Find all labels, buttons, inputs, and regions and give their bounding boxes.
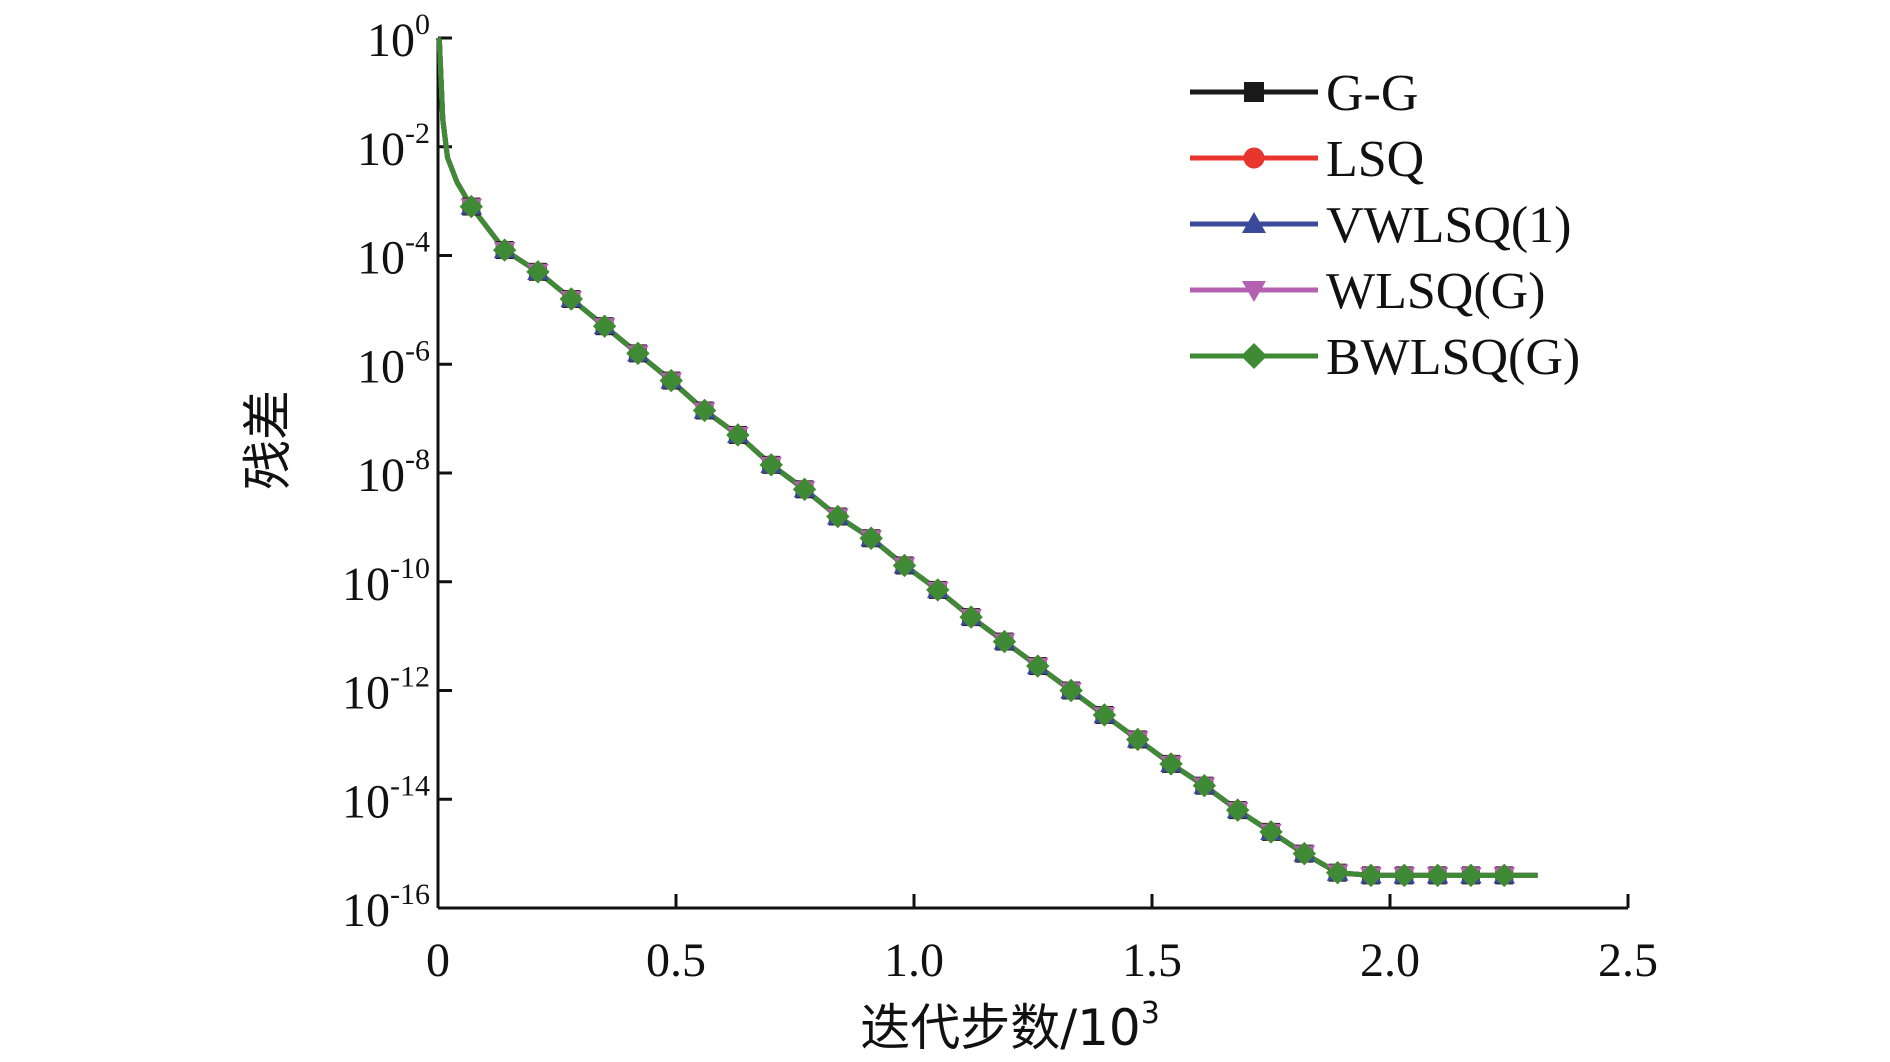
y-tick-label: 10-4	[357, 226, 430, 285]
y-axis-title: 残差	[239, 390, 297, 490]
y-tick-label: 10-14	[342, 769, 430, 828]
y-tick-base: 10	[342, 775, 390, 828]
legend-item-wlsq-g: WLSQ(G)	[1190, 263, 1546, 320]
y-tick-label: 10-8	[357, 443, 430, 502]
data-point-bwlsq-g	[1392, 863, 1416, 888]
y-tick-base: 10	[342, 884, 390, 937]
data-point-bwlsq-g	[1159, 752, 1183, 776]
y-tick-exponent: 0	[415, 8, 430, 41]
x-ticks: 0 0.5 1.0 1.5 2.0 2.5	[426, 894, 1658, 987]
data-point-bwlsq-g	[926, 578, 950, 602]
x-tick-label: 2.5	[1598, 934, 1658, 987]
x-tick-label: 0.5	[646, 934, 706, 987]
x-tick-label: 1.5	[1122, 934, 1182, 987]
y-tick-base: 10	[342, 667, 390, 720]
legend-swatch-marker	[1242, 212, 1266, 233]
y-tick-base: 10	[357, 340, 405, 393]
y-tick-exponent: -10	[390, 552, 430, 585]
y-tick-base: 10	[357, 449, 405, 502]
x-tick-label: 1.0	[884, 934, 944, 987]
legend: G-G LSQ VWLSQ(1) WLSQ(G) BWLSQ(G)	[1190, 65, 1580, 386]
data-point-bwlsq-g	[826, 504, 850, 529]
data-point-bwlsq-g	[792, 477, 817, 502]
legend-label: VWLSQ(1)	[1326, 197, 1572, 254]
y-tick-exponent: -6	[405, 334, 430, 367]
y-tick-label: 10-10	[342, 552, 430, 611]
y-tick-base: 10	[357, 232, 405, 285]
legend-label: WLSQ(G)	[1326, 263, 1546, 320]
y-tick-exponent: -14	[390, 769, 430, 802]
y-tick-label: 10-6	[357, 334, 430, 393]
series-markers	[459, 194, 1516, 888]
data-point-bwlsq-g	[592, 314, 617, 338]
data-point-bwlsq-g	[1492, 863, 1516, 888]
data-point-bwlsq-g	[1359, 863, 1383, 888]
data-point-bwlsq-g	[726, 423, 750, 447]
data-point-bwlsq-g	[959, 605, 983, 629]
data-point-bwlsq-g	[559, 287, 583, 311]
data-point-bwlsq-g	[1225, 798, 1250, 822]
data-point-bwlsq-g	[1325, 860, 1350, 885]
y-tick-base: 10	[367, 14, 415, 67]
data-point-bwlsq-g	[1425, 863, 1450, 888]
y-tick-label: 100	[367, 8, 430, 67]
legend-item-bwlsq-g: BWLSQ(G)	[1190, 329, 1580, 386]
x-axis-title: 迭代步数/103	[860, 996, 1160, 1057]
data-point-bwlsq-g	[1259, 820, 1283, 844]
legend-swatch-marker	[1243, 147, 1265, 169]
y-tick-exponent: -2	[405, 117, 430, 150]
data-point-bwlsq-g	[659, 368, 683, 393]
legend-swatch-marker	[1241, 343, 1267, 369]
x-axis-title-superscript: 3	[1141, 996, 1160, 1031]
legend-swatch-marker	[1244, 82, 1264, 102]
data-point-bwlsq-g	[492, 238, 517, 262]
y-tick-exponent: -12	[390, 661, 430, 694]
data-point-bwlsq-g	[892, 553, 917, 578]
x-tick-label: 2.0	[1360, 934, 1420, 987]
data-point-bwlsq-g	[759, 453, 783, 477]
data-point-bwlsq-g	[526, 260, 550, 284]
y-tick-base: 10	[357, 123, 405, 176]
data-point-bwlsq-g	[1059, 678, 1083, 703]
legend-swatch-marker	[1242, 281, 1266, 302]
legend-item-lsq: LSQ	[1190, 131, 1424, 188]
legend-item-g-g: G-G	[1190, 65, 1418, 122]
y-tick-label: 10-12	[342, 661, 430, 720]
y-tick-exponent: -8	[405, 443, 430, 476]
data-point-bwlsq-g	[1126, 727, 1150, 752]
data-point-bwlsq-g	[1192, 773, 1217, 798]
legend-label: LSQ	[1326, 131, 1424, 188]
data-point-bwlsq-g	[1292, 841, 1317, 866]
y-tick-label: 10-16	[342, 878, 430, 937]
legend-label: BWLSQ(G)	[1326, 329, 1580, 386]
data-point-bwlsq-g	[626, 341, 650, 366]
data-point-bwlsq-g	[859, 526, 883, 550]
x-axis-title-text: 迭代步数/10	[860, 999, 1140, 1057]
data-point-bwlsq-g	[692, 398, 717, 423]
x-tick-label: 0	[426, 934, 450, 987]
data-point-bwlsq-g	[1026, 654, 1050, 678]
legend-label: G-G	[1326, 65, 1418, 122]
data-point-bwlsq-g	[1459, 863, 1483, 888]
data-point-bwlsq-g	[992, 629, 1017, 654]
y-tick-base: 10	[342, 558, 390, 611]
data-point-bwlsq-g	[1092, 703, 1117, 727]
y-tick-exponent: -4	[405, 226, 430, 259]
y-tick-exponent: -16	[390, 878, 430, 911]
y-tick-label: 10-2	[357, 117, 430, 176]
legend-item-vwlsq-1: VWLSQ(1)	[1190, 197, 1572, 254]
data-point-bwlsq-g	[459, 194, 484, 219]
axes	[436, 38, 1628, 910]
